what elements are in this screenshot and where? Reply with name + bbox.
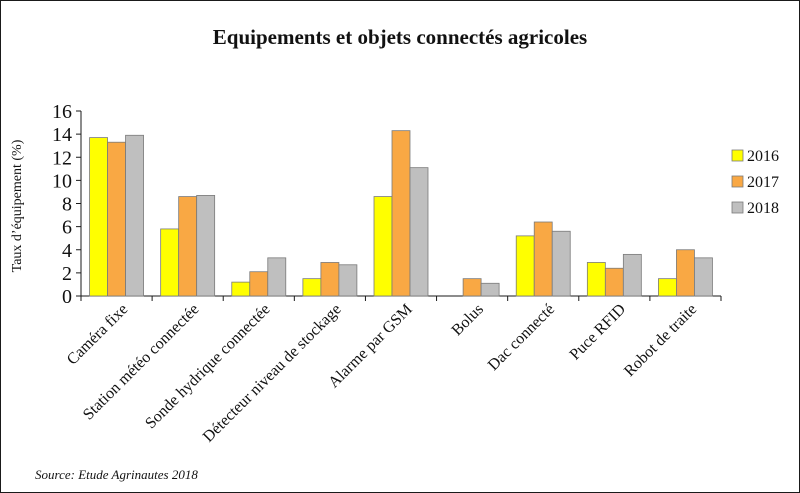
bar-detecteur-niveau-de-stockage-2017 (320, 262, 340, 297)
bar-dac-connecte-2018 (551, 230, 571, 297)
legend-label-2016: 2016 (747, 148, 779, 165)
legend-swatch-2017 (731, 175, 744, 188)
bar-camera-fixe-2017 (107, 141, 126, 297)
x-category-label: Puce RFID (567, 301, 630, 364)
chart-title: Equipements et objets connectés agricole… (212, 25, 588, 49)
x-category-label: Station météo connectée (80, 301, 203, 424)
bar-station-meteo-connectee-2017 (178, 196, 198, 297)
y-tick-label: 14 (52, 124, 72, 146)
bar-sonde-hydrique-connectee-2016 (231, 281, 251, 297)
bar-alarme-par-gsm-2017 (391, 130, 411, 297)
bar-station-meteo-connectee-2018 (196, 195, 216, 297)
legend-label-2017: 2017 (747, 174, 779, 191)
y-tick-label: 12 (52, 147, 72, 169)
bar-detecteur-niveau-de-stockage-2018 (338, 264, 358, 297)
x-category-label: Robot de traite (621, 301, 700, 380)
bar-camera-fixe-2018 (125, 134, 144, 297)
bar-puce-rfid-2017 (604, 267, 624, 297)
bar-robot-de-traite-2017 (676, 249, 695, 297)
bar-puce-rfid-2018 (622, 253, 642, 297)
legend-swatch-2016 (731, 149, 744, 162)
bar-detecteur-niveau-de-stockage-2016 (302, 278, 322, 297)
legend-swatch-2018 (731, 201, 744, 214)
y-tick-label: 4 (62, 240, 72, 262)
bar-bolus-2018 (480, 282, 500, 297)
bar-dac-connecte-2017 (533, 221, 553, 297)
bar-alarme-par-gsm-2018 (409, 167, 429, 297)
bar-camera-fixe-2016 (89, 137, 108, 297)
y-tick-label: 0 (62, 286, 72, 308)
y-tick-label: 8 (62, 194, 72, 216)
bar-dac-connecte-2016 (515, 235, 535, 297)
bar-alarme-par-gsm-2016 (373, 196, 393, 297)
x-category-label: Caméra fixe (64, 301, 132, 369)
bar-station-meteo-connectee-2016 (160, 228, 180, 297)
y-tick-label: 6 (62, 217, 72, 239)
bar-robot-de-traite-2018 (694, 257, 713, 297)
y-tick-label: 2 (62, 263, 72, 285)
x-category-label: Sonde hydrique connectée (142, 301, 273, 432)
bar-puce-rfid-2016 (586, 262, 606, 297)
source-note: Source: Etude Agrinautes 2018 (35, 467, 198, 482)
x-category-label: Bolus (449, 301, 487, 339)
bar-bolus-2017 (462, 278, 482, 297)
y-tick-label: 16 (52, 101, 72, 123)
bar-robot-de-traite-2016 (658, 278, 677, 297)
y-tick-label: 10 (52, 170, 72, 192)
bar-sonde-hydrique-connectee-2017 (249, 271, 269, 297)
legend-label-2018: 2018 (747, 200, 779, 217)
bar-sonde-hydrique-connectee-2018 (267, 257, 287, 297)
x-category-label: Détecteur niveau de stockage (200, 301, 345, 446)
x-category-label: Dac connecté (485, 301, 558, 374)
